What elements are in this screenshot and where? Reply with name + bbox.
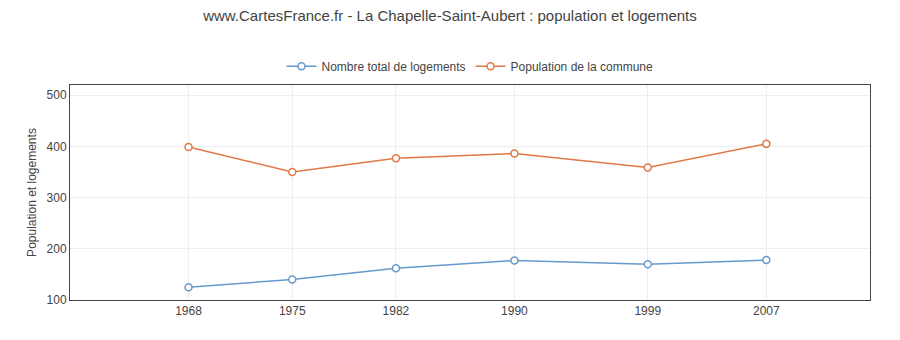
svg-text:Nombre total de logements: Nombre total de logements bbox=[322, 60, 466, 74]
svg-text:500: 500 bbox=[47, 88, 67, 102]
svg-text:Population de la commune: Population de la commune bbox=[511, 60, 653, 74]
svg-text:1975: 1975 bbox=[279, 304, 306, 318]
svg-text:1990: 1990 bbox=[501, 304, 528, 318]
svg-text:Population et logements: Population et logements bbox=[25, 128, 39, 257]
svg-text:200: 200 bbox=[47, 242, 67, 256]
svg-text:www.CartesFrance.fr - La Chape: www.CartesFrance.fr - La Chapelle-Saint-… bbox=[202, 7, 697, 24]
svg-text:400: 400 bbox=[47, 140, 67, 154]
svg-text:300: 300 bbox=[47, 191, 67, 205]
svg-text:1999: 1999 bbox=[634, 304, 661, 318]
svg-text:1982: 1982 bbox=[383, 304, 410, 318]
svg-text:1968: 1968 bbox=[175, 304, 202, 318]
svg-text:2007: 2007 bbox=[753, 304, 780, 318]
svg-text:100: 100 bbox=[47, 293, 67, 307]
